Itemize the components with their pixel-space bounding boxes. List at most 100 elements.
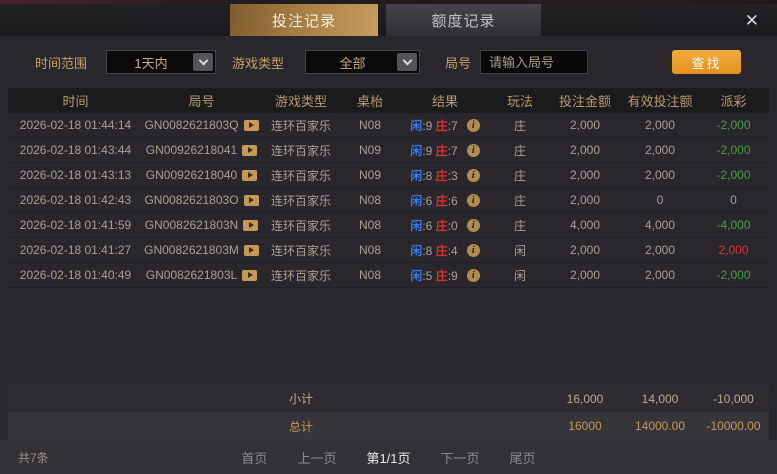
subtotal-valid: 14,000 xyxy=(641,391,679,406)
cell-result: 闲:6 庄:0 i xyxy=(398,213,492,237)
cell-play: 庄 xyxy=(513,168,526,183)
banker-score: :7 xyxy=(447,118,458,133)
game-type-dropdown[interactable]: 全部 xyxy=(305,50,421,74)
page-next-link[interactable]: 下一页 xyxy=(440,450,480,466)
player-score: :9 xyxy=(422,143,433,158)
round-number: GN0082621803L xyxy=(145,268,238,282)
cell-payout: -2,000 xyxy=(716,143,751,157)
banker-label: 庄 xyxy=(435,268,448,283)
player-label: 闲 xyxy=(410,118,423,133)
player-label: 闲 xyxy=(410,193,423,208)
info-icon[interactable]: i xyxy=(466,168,480,182)
cell-game-type: 连环百家乐 xyxy=(270,243,331,258)
chevron-down-icon[interactable] xyxy=(397,53,418,71)
play-video-icon[interactable] xyxy=(242,269,258,281)
player-label: 闲 xyxy=(410,268,423,283)
player-label: 闲 xyxy=(410,243,423,258)
info-icon[interactable]: i xyxy=(466,268,480,282)
cell-play: 庄 xyxy=(513,218,526,233)
play-video-icon[interactable] xyxy=(242,144,258,156)
play-video-icon[interactable] xyxy=(243,119,259,131)
subtotal-label: 小计 xyxy=(288,392,313,406)
game-type-label: 游戏类型 xyxy=(232,55,285,71)
cell-game-type: 连环百家乐 xyxy=(270,193,331,208)
round-number: GN00926218040 xyxy=(145,168,238,182)
chevron-down-icon[interactable] xyxy=(193,53,214,71)
time-range-label: 时间范围 xyxy=(35,55,88,71)
total-bet: 16000 xyxy=(568,419,602,433)
cell-play: 闲 xyxy=(513,243,526,258)
info-icon[interactable]: i xyxy=(466,193,480,207)
cell-valid-bet: 2,000 xyxy=(644,118,676,132)
subtotal-payout: -10,000 xyxy=(713,391,754,406)
page-first-link[interactable]: 首页 xyxy=(241,450,268,466)
player-score: :6 xyxy=(422,218,433,233)
banker-score: :3 xyxy=(447,168,458,183)
info-icon[interactable]: i xyxy=(466,218,480,232)
page-prev-link[interactable]: 上一页 xyxy=(297,450,337,466)
cell-time: 2026-02-18 01:41:27 xyxy=(19,243,132,257)
cell-payout: 0 xyxy=(730,193,737,207)
cell-table: N09 xyxy=(358,143,381,157)
page-current: 第1/1页 xyxy=(366,450,411,466)
table-empty-area xyxy=(0,288,777,385)
cell-round: GN00926218040 xyxy=(143,163,260,187)
col-header-bet-amount: 投注金额 xyxy=(558,94,611,109)
total-payout: -10000.00 xyxy=(706,419,761,433)
play-video-icon[interactable] xyxy=(243,194,259,206)
banker-label: 庄 xyxy=(435,243,448,258)
search-button[interactable]: 查找 xyxy=(672,50,741,74)
play-video-icon[interactable] xyxy=(242,169,258,181)
cell-round: GN0082621803O xyxy=(143,188,260,212)
total-row: 总计 16000 14000.00 -10000.00 xyxy=(8,412,769,440)
time-range-value: 1天内 xyxy=(134,55,168,71)
info-icon[interactable]: i xyxy=(466,143,480,157)
cell-table: N08 xyxy=(358,218,381,232)
cell-valid-bet: 2,000 xyxy=(644,143,676,157)
info-icon[interactable]: i xyxy=(466,243,480,257)
banker-score: :0 xyxy=(447,218,458,233)
cell-time: 2026-02-18 01:42:43 xyxy=(19,193,132,207)
cell-bet-amount: 2,000 xyxy=(569,243,601,257)
play-video-icon[interactable] xyxy=(243,219,259,231)
pagination-bar: 共7条 首页 上一页 第1/1页 下一页 尾页 xyxy=(0,440,777,474)
cell-round: GN0082621803L xyxy=(143,263,260,287)
cell-result: 闲:9 庄:7 i xyxy=(398,113,492,137)
table-row: 2026-02-18 01:41:59 GN0082621803N 连环百家乐 … xyxy=(8,213,769,238)
close-icon[interactable]: ✕ xyxy=(744,10,759,30)
table-header: 时间 局号 游戏类型 桌枱 结果 玩法 投注金额 有效投注额 派彩 xyxy=(8,88,769,113)
round-number: GN0082621803Q xyxy=(144,118,239,132)
cell-game-type: 连环百家乐 xyxy=(270,143,331,158)
cell-play: 庄 xyxy=(513,143,526,158)
round-number-input[interactable] xyxy=(480,50,589,74)
cell-play: 闲 xyxy=(513,268,526,283)
total-label: 总计 xyxy=(288,419,313,434)
result-text: 闲:5 庄:9 xyxy=(410,267,457,284)
result-text: 闲:9 庄:7 xyxy=(410,142,457,159)
cell-table: N08 xyxy=(358,193,381,207)
table-row: 2026-02-18 01:42:43 GN0082621803O 连环百家乐 … xyxy=(8,188,769,213)
play-video-icon[interactable] xyxy=(243,244,259,256)
info-icon[interactable]: i xyxy=(466,118,480,132)
cell-payout: 2,000 xyxy=(718,243,749,257)
cell-time: 2026-02-18 01:41:59 xyxy=(19,218,132,232)
cell-game-type: 连环百家乐 xyxy=(270,118,331,133)
player-score: :6 xyxy=(422,193,433,208)
page-last-link[interactable]: 尾页 xyxy=(509,450,536,466)
banker-label: 庄 xyxy=(435,143,448,158)
col-header-game-type: 游戏类型 xyxy=(274,94,327,109)
banker-label: 庄 xyxy=(435,168,448,183)
time-range-dropdown[interactable]: 1天内 xyxy=(106,50,217,74)
cell-valid-bet: 0 xyxy=(656,193,664,207)
player-score: :9 xyxy=(422,118,433,133)
subtotal-bet: 16,000 xyxy=(566,391,604,406)
banker-score: :7 xyxy=(447,143,458,158)
cell-game-type: 连环百家乐 xyxy=(270,218,331,233)
tab-quota-records[interactable]: 额度记录 xyxy=(386,4,541,36)
cell-time: 2026-02-18 01:43:44 xyxy=(19,143,132,157)
col-header-result: 结果 xyxy=(431,94,458,109)
banker-label: 庄 xyxy=(435,218,448,233)
tab-betting-records[interactable]: 投注记录 xyxy=(230,4,378,36)
subtotal-row: 小计 16,000 14,000 -10,000 xyxy=(8,385,769,412)
